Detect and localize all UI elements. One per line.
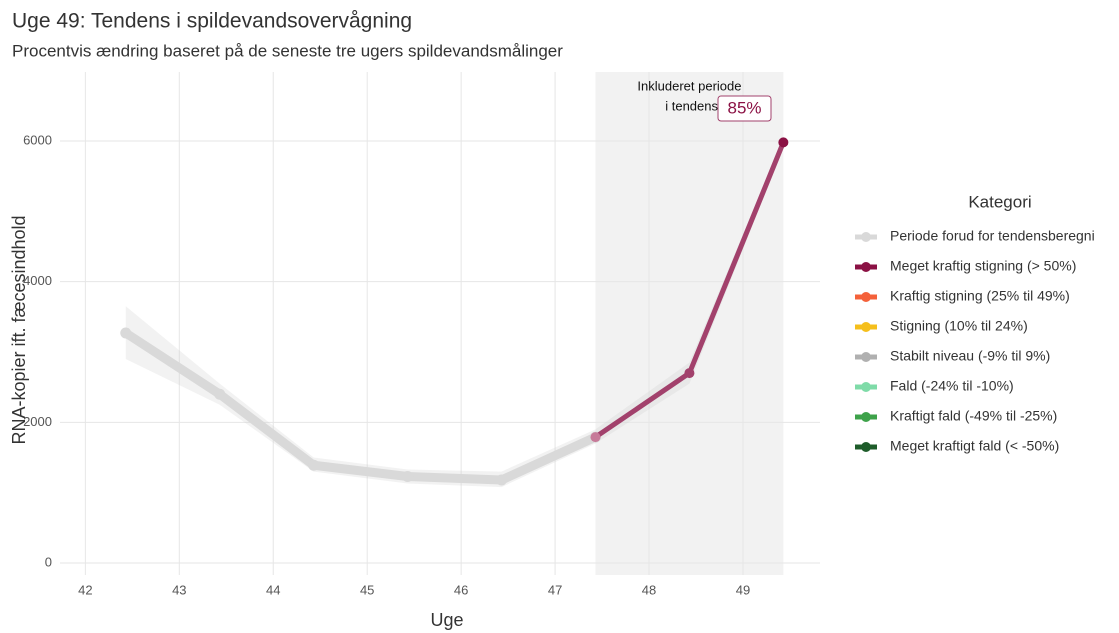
x-tick-label: 48 (642, 582, 656, 597)
legend-swatch-dot (861, 382, 871, 392)
legend-swatch-dot (861, 352, 871, 362)
confidence-band (595, 137, 784, 444)
y-tick-label: 2000 (23, 414, 52, 429)
legend-label: Meget kraftig stigning (> 50%) (890, 258, 1076, 274)
y-tick-label: 6000 (23, 132, 52, 147)
annotation-box (717, 95, 772, 122)
plot-area (60, 72, 820, 575)
x-tick-label: 44 (266, 582, 280, 597)
legend-swatch-dot (861, 292, 871, 302)
legend-swatch-dot (861, 412, 871, 422)
y-tick-label: 0 (45, 554, 52, 569)
x-axis-label: Uge (430, 610, 463, 630)
data-point (778, 137, 789, 148)
included-period (595, 72, 784, 575)
data-point (308, 459, 320, 471)
data-point (120, 327, 132, 339)
legend-title: Kategori (968, 192, 1031, 211)
legend-label: Fald (-24% til -10%) (890, 378, 1014, 394)
legend-label: Kraftigt fald (-49% til -25%) (890, 408, 1057, 424)
chart-title: Uge 49: Tendens i spildevandsovervågning (12, 10, 412, 33)
legend-label: Periode forud for tendensberegni (890, 228, 1095, 244)
x-tick-label: 46 (454, 582, 468, 597)
x-tick-label: 47 (548, 582, 562, 597)
legend-swatch-dot (861, 262, 871, 272)
x-tick-label: 42 (78, 582, 92, 597)
confidence-band (125, 306, 596, 488)
legend-swatch-dot (861, 322, 871, 332)
x-tick-label: 43 (172, 582, 186, 597)
legend-label: Kraftig stigning (25% til 49%) (890, 288, 1070, 304)
data-point (684, 368, 695, 379)
x-tick-label: 45 (360, 582, 374, 597)
legend-swatch-dot (861, 442, 871, 452)
data-point (214, 388, 226, 400)
data-point (402, 471, 414, 483)
annotation-label: i tendens (665, 98, 718, 113)
y-axis-label: RNA-kopier ift. fæcesindhold (9, 215, 29, 444)
legend-label: Stabilt niveau (-9% til 9%) (890, 348, 1050, 364)
series-line (121, 328, 600, 485)
data-point (496, 474, 508, 486)
y-tick-label: 4000 (23, 273, 52, 288)
annotation-label: Inkluderet periode (637, 78, 741, 93)
data-point (590, 432, 601, 443)
x-tick-label: 49 (736, 582, 750, 597)
chart-subtitle: Procentvis ændring baseret på de seneste… (12, 41, 563, 60)
annotation-value: 85% (727, 98, 761, 117)
legend-label: Meget kraftigt fald (< -50%) (890, 438, 1059, 454)
legend-swatch-dot (861, 232, 871, 242)
legend-label: Stigning (10% til 24%) (890, 318, 1028, 334)
